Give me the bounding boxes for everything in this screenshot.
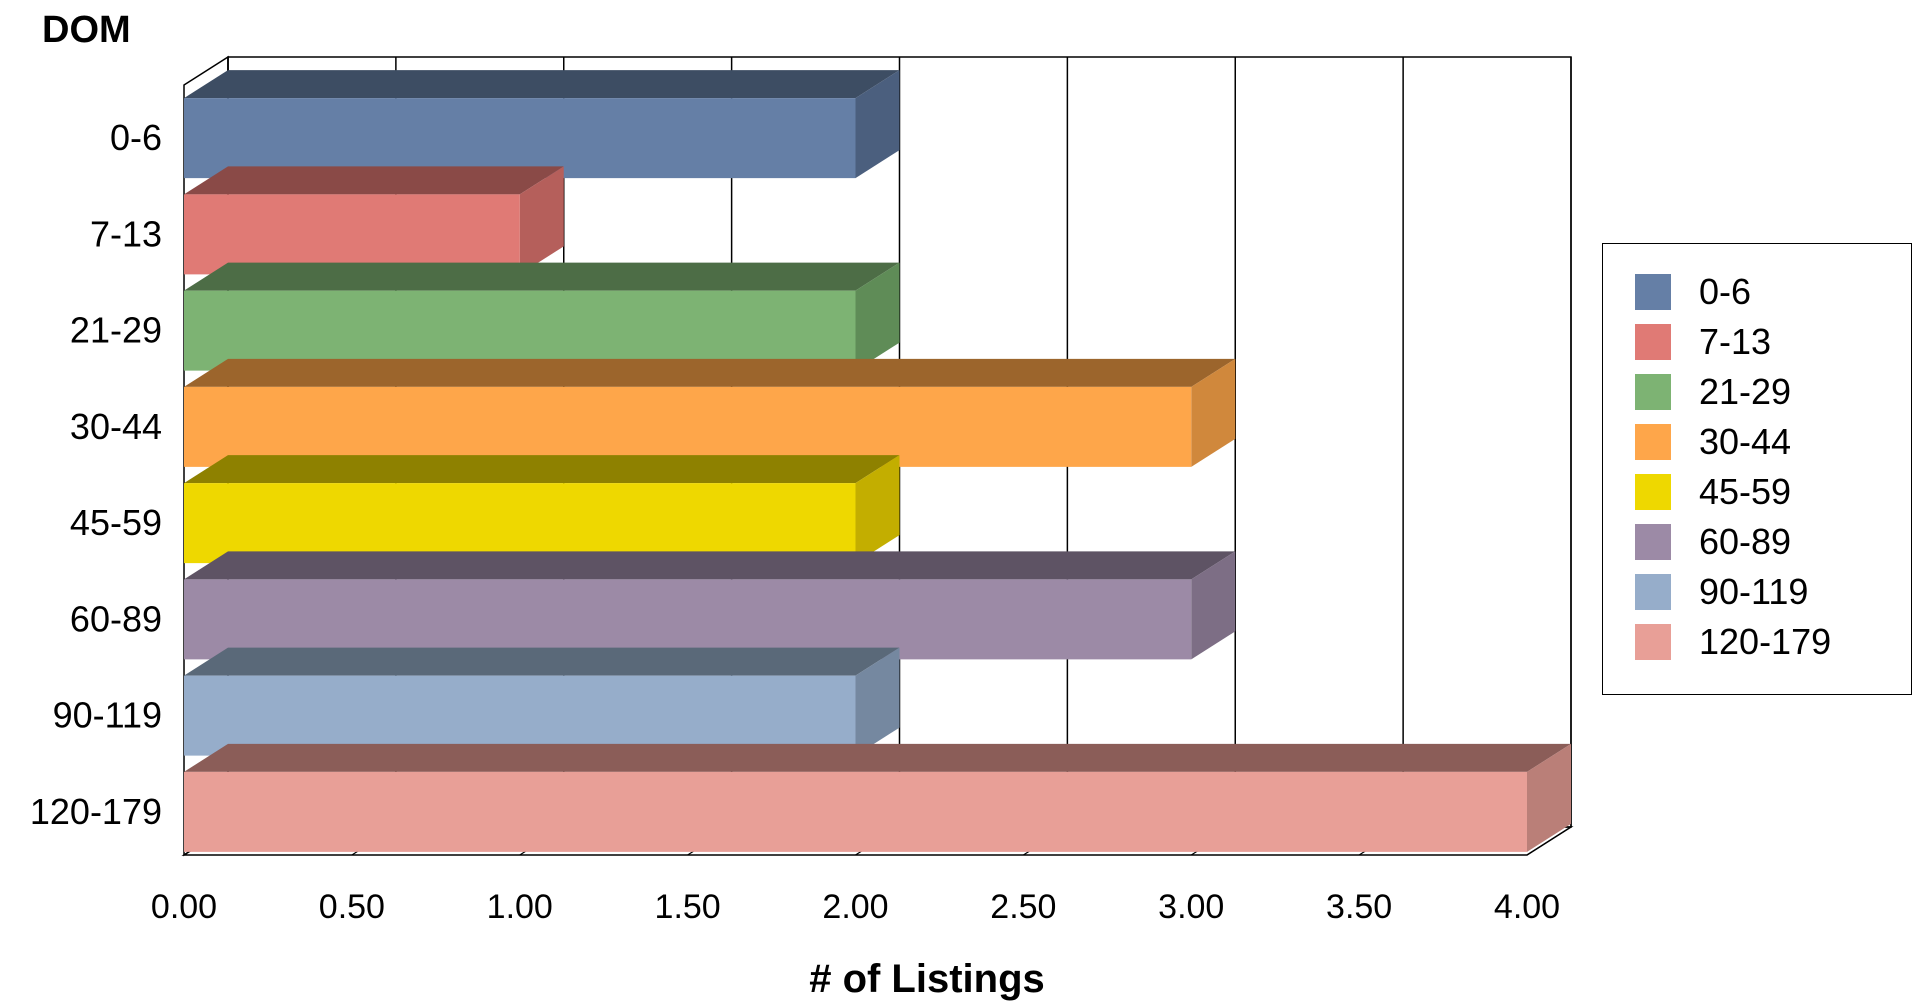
bar-side-45-59 xyxy=(855,455,900,564)
bar-side-7-13 xyxy=(519,166,564,275)
legend-label: 60-89 xyxy=(1699,521,1792,562)
x-tick-label: 4.00 xyxy=(1494,888,1560,926)
y-tick-label: 90-119 xyxy=(53,695,162,736)
legend-label: 0-6 xyxy=(1699,271,1752,312)
legend-label: 90-119 xyxy=(1699,571,1809,612)
y-tick-label: 21-29 xyxy=(70,310,162,351)
bar-side-21-29 xyxy=(855,262,900,371)
x-tick-label: 1.00 xyxy=(487,888,553,926)
y-axis-title: DOM xyxy=(42,9,131,51)
y-tick-label: 45-59 xyxy=(70,502,162,543)
bar-side-90-119 xyxy=(855,647,900,756)
x-tick-label: 0.50 xyxy=(319,888,385,926)
x-tick-label: 0.00 xyxy=(151,888,217,926)
legend-swatch xyxy=(1635,274,1671,310)
bar-side-0-6 xyxy=(855,70,900,179)
legend-item: 7-13 xyxy=(1635,320,1771,364)
x-tick-label: 1.50 xyxy=(655,888,721,926)
bar-7-13 xyxy=(184,194,520,275)
legend-swatch xyxy=(1635,474,1671,510)
legend-item: 120-179 xyxy=(1635,620,1831,664)
legend-swatch xyxy=(1635,574,1671,610)
x-tick-label: 2.00 xyxy=(822,888,888,926)
x-axis-title: # of Listings xyxy=(809,957,1045,1001)
bar-top-90-119 xyxy=(184,647,900,676)
bar-60-89 xyxy=(184,579,1192,660)
legend-swatch xyxy=(1635,374,1671,410)
bar-top-30-44 xyxy=(184,358,1236,387)
bar-layer xyxy=(184,70,1571,852)
bar-0-6 xyxy=(184,98,856,179)
bar-top-60-89 xyxy=(184,551,1236,580)
legend-label: 21-29 xyxy=(1699,371,1792,412)
legend-swatch xyxy=(1635,424,1671,460)
legend-swatch xyxy=(1635,324,1671,360)
legend-swatch xyxy=(1635,524,1671,560)
legend-label: 45-59 xyxy=(1699,471,1792,512)
bar-120-179 xyxy=(184,771,1527,852)
bar-top-21-29 xyxy=(184,262,900,291)
y-tick-label: 7-13 xyxy=(90,213,162,254)
y-tick-label: 30-44 xyxy=(70,406,162,447)
legend: 0-6 7-13 21-29 30-44 45-59 60-89 90-119 120-179 xyxy=(1602,243,1912,695)
legend-label: 7-13 xyxy=(1699,321,1772,362)
y-tick-label: 0-6 xyxy=(110,117,162,158)
legend-item: 60-89 xyxy=(1635,520,1791,564)
legend-swatch xyxy=(1635,624,1671,660)
legend-label: 30-44 xyxy=(1699,421,1792,462)
bar-30-44 xyxy=(184,386,1192,467)
y-tick-label: 60-89 xyxy=(70,598,162,639)
legend-label: 120-179 xyxy=(1699,621,1832,662)
x-tick-label: 2.50 xyxy=(990,888,1056,926)
legend-item: 21-29 xyxy=(1635,370,1791,414)
x-tick-label: 3.00 xyxy=(1158,888,1224,926)
bar-top-7-13 xyxy=(184,166,564,195)
bar-top-45-59 xyxy=(184,455,900,484)
bar-21-29 xyxy=(184,290,856,371)
floor-line xyxy=(1526,826,1572,856)
bar-45-59 xyxy=(184,483,856,564)
axis-layer: 0.00 0.50 1.00 1.50 2.00 2.50 3.00 3.50 4.00 0-6 7… xyxy=(30,117,1560,926)
bar-side-60-89 xyxy=(1191,551,1236,660)
y-tick-label: 120-179 xyxy=(30,791,162,832)
legend-item: 0-6 xyxy=(1635,270,1751,314)
legend-item: 90-119 xyxy=(1635,570,1808,614)
bar-side-30-44 xyxy=(1191,358,1236,467)
bar-top-0-6 xyxy=(184,70,900,99)
bar-90-119 xyxy=(184,675,856,756)
x-tick-label: 3.50 xyxy=(1326,888,1392,926)
bar-side-120-179 xyxy=(1527,743,1571,852)
bar-top-120-179 xyxy=(184,743,1571,772)
legend-item: 30-44 xyxy=(1635,420,1791,464)
legend-item: 45-59 xyxy=(1635,470,1791,514)
